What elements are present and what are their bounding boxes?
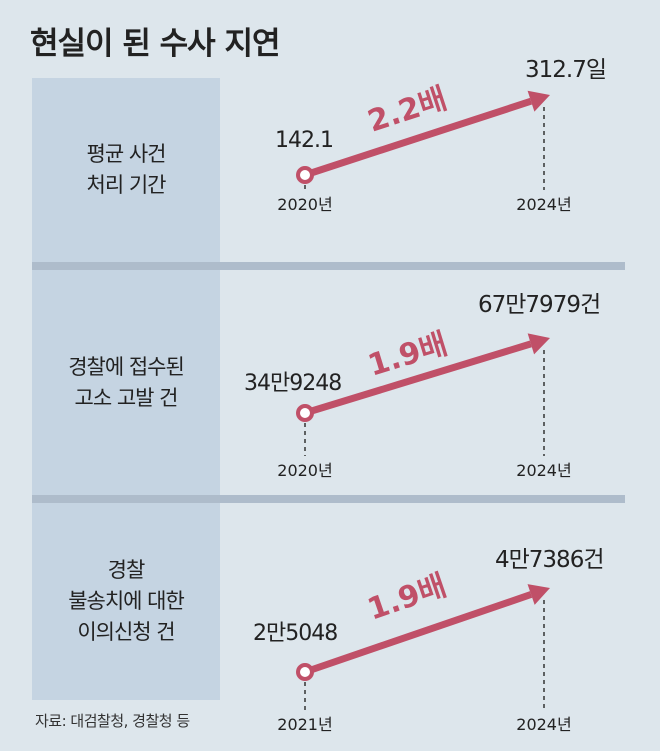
start-value-label: 34만9248 xyxy=(244,371,341,396)
start-point-marker xyxy=(296,404,314,422)
arrow-head-icon xyxy=(527,584,550,605)
growth-arrow-line xyxy=(303,591,533,676)
year-label-start: 2021년 xyxy=(277,715,332,734)
start-point-marker xyxy=(296,166,314,184)
year-label-start: 2020년 xyxy=(277,461,332,480)
growth-ratio-label: 1.9배 xyxy=(363,568,451,627)
year-label-end: 2024년 xyxy=(516,461,571,480)
arrow-head-icon xyxy=(527,90,550,112)
end-value-label: 4만7386건 xyxy=(495,547,604,573)
year-label-end: 2024년 xyxy=(516,195,571,214)
arrow-head-icon xyxy=(527,333,550,355)
panel-label-1: 평균 사건 처리 기간 xyxy=(32,78,220,262)
growth-arrow-line xyxy=(303,97,533,179)
infographic-title: 현실이 된 수사 지연 xyxy=(30,26,281,62)
source-note: 자료: 대검찰청, 경찰청 등 xyxy=(35,712,190,730)
start-value-label: 2만5048 xyxy=(253,621,337,646)
end-value-label: 67만7979건 xyxy=(478,292,600,318)
year-label-start: 2020년 xyxy=(277,195,332,214)
panel-label-3: 경찰 불송치에 대한 이의신청 건 xyxy=(32,503,220,700)
start-point-marker xyxy=(296,663,314,681)
divider xyxy=(32,262,625,270)
panel-label-2: 경찰에 접수된 고소 고발 건 xyxy=(32,270,220,495)
divider xyxy=(32,495,625,503)
end-value-label: 312.7일 xyxy=(525,57,606,83)
start-value-label: 142.1 xyxy=(275,128,333,153)
year-label-end: 2024년 xyxy=(516,715,571,734)
growth-arrow-line xyxy=(303,340,532,417)
